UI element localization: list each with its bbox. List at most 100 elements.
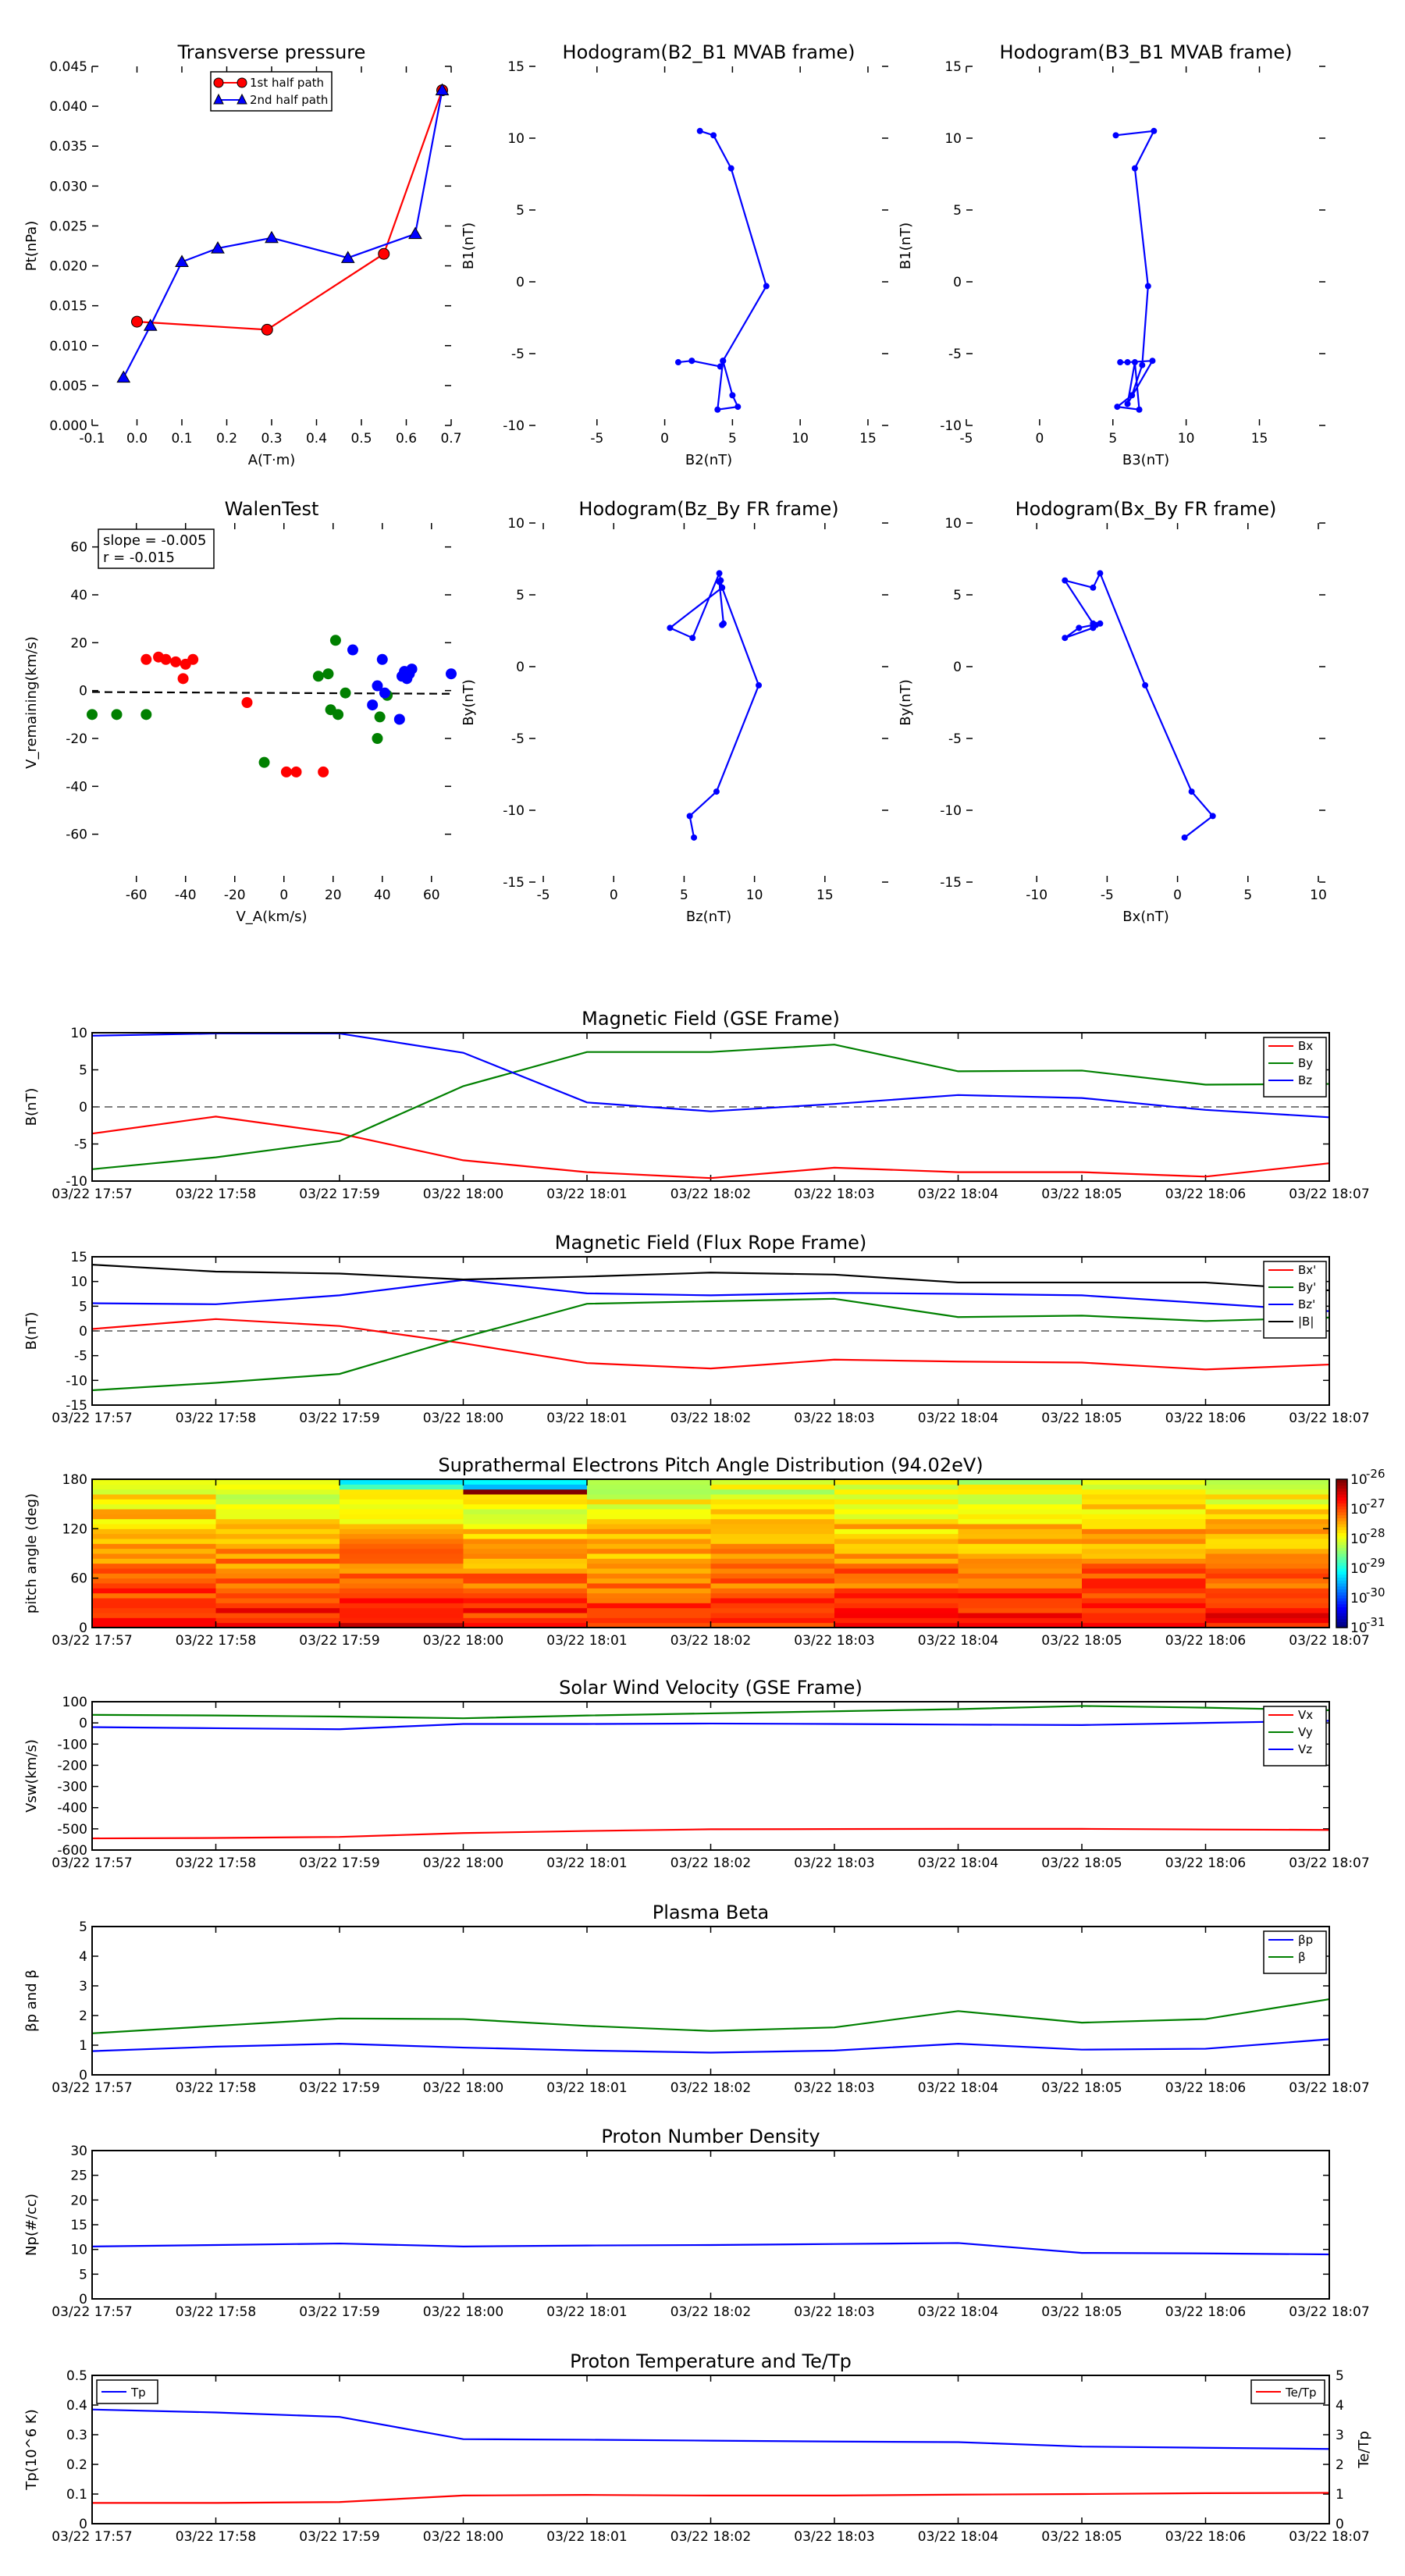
time-tick-label: 03/22 18:00 <box>423 2304 503 2320</box>
heat-cell <box>587 1489 711 1495</box>
x-tick-label: 0.5 <box>350 431 372 447</box>
time-tick-label: 03/22 18:07 <box>1289 1187 1369 1202</box>
heat-cell <box>710 1617 835 1624</box>
colorbar-cell <box>1336 1568 1347 1572</box>
heat-cell <box>710 1563 835 1569</box>
time-tick-label: 03/22 18:07 <box>1289 2080 1369 2096</box>
heat-cell <box>92 1503 216 1510</box>
time-tick-label: 03/22 18:02 <box>670 1411 751 1426</box>
legend-box <box>1263 1930 1327 1974</box>
chart-h1: -5 0 5 10 15 -10 -5 0 5 10 15 Hodogram(B2_B1 MVAB f… <box>461 41 888 468</box>
x-axis-label: Bz(nT) <box>686 909 731 925</box>
colorbar-cell <box>1336 1535 1347 1539</box>
y-tick-label: -400 <box>57 1801 87 1816</box>
time-tick-label: 03/22 17:59 <box>299 1633 379 1649</box>
series-line-Vx <box>91 1827 1330 1840</box>
series-line-By <box>91 1044 1330 1170</box>
heat-cell <box>215 1613 340 1618</box>
time-tick-label: 03/22 18:04 <box>918 2304 998 2320</box>
legend-box <box>210 71 333 112</box>
heat-cell <box>958 1558 1083 1564</box>
heat-cell <box>340 1563 464 1569</box>
heat-cell <box>340 1617 464 1624</box>
data-point <box>691 834 698 841</box>
heat-cell <box>463 1543 588 1550</box>
data-point <box>1124 400 1131 407</box>
heat-cell <box>587 1592 711 1599</box>
heat-cell <box>587 1524 711 1529</box>
heat-cell <box>340 1568 464 1574</box>
y-tick-label: -10 <box>66 1373 87 1389</box>
colorbar-tick-label: 10 <box>1350 1591 1368 1606</box>
colorbar-frame <box>1336 1478 1348 1628</box>
heat-cell <box>215 1539 340 1544</box>
data-point <box>716 578 723 585</box>
data-point <box>372 733 383 744</box>
x-axis-label: Bx(nT) <box>1122 909 1168 925</box>
time-tick-label: 03/22 17:59 <box>299 2529 379 2545</box>
heat-cell <box>958 1533 1083 1539</box>
legend-label: Te/Tp <box>1285 2386 1317 2400</box>
heat-cell <box>587 1588 711 1594</box>
y-axis-label: By(nT) <box>898 679 914 725</box>
y2-tick-label: 0 <box>1336 2517 1344 2532</box>
time-tick-label: 03/22 17:59 <box>299 1187 379 1202</box>
heat-cell <box>1082 1553 1206 1559</box>
heat-cell <box>340 1489 464 1495</box>
chart-title: Hodogram(B3_B1 MVAB frame) <box>1000 41 1293 63</box>
heat-cell <box>834 1583 959 1589</box>
heat-cell <box>215 1514 340 1520</box>
heat-cell <box>463 1617 588 1624</box>
x-tick-label: 0.3 <box>261 431 282 447</box>
y-tick-label: 10 <box>507 516 525 532</box>
heat-cell <box>92 1539 216 1544</box>
y-tick-label: 0 <box>953 660 962 675</box>
chart-np: Proton Number Density Np(#/cc) 03/22 17:57… <box>23 2126 1370 2320</box>
colorbar-cell <box>1336 1613 1347 1617</box>
heat-cell <box>958 1489 1083 1495</box>
chart-beta: Plasma Beta βp and β 03/22 17:57 03/22 17:5… <box>23 1902 1370 2096</box>
heat-cell <box>340 1598 464 1603</box>
heat-cell <box>1205 1617 1330 1624</box>
heat-cell <box>92 1484 216 1490</box>
heat-cell <box>587 1603 711 1609</box>
y-tick-label: -10 <box>66 1174 87 1190</box>
heat-cell <box>587 1518 711 1525</box>
heat-cell <box>92 1489 216 1495</box>
heat-cell <box>1082 1568 1206 1574</box>
x-tick-label: -5 <box>960 431 973 447</box>
time-tick-label: 03/22 18:00 <box>423 2080 503 2096</box>
data-point <box>727 165 735 172</box>
data-point <box>735 404 742 411</box>
x-axis-label: B3(nT) <box>1122 452 1169 468</box>
x-tick-label: 0 <box>1035 431 1044 447</box>
heat-cell <box>92 1617 216 1624</box>
y-tick-label: 20 <box>70 635 87 651</box>
heat-cell <box>710 1598 835 1603</box>
heat-cell <box>1082 1598 1206 1603</box>
plot-frame <box>91 1478 1330 1628</box>
x-tick-label: 0.6 <box>396 431 417 447</box>
time-tick-label: 03/22 18:01 <box>546 1187 627 1202</box>
time-tick-label: 03/22 18:07 <box>1289 1856 1369 1871</box>
heat-cell <box>587 1479 711 1485</box>
time-tick-label: 03/22 18:04 <box>918 2080 998 2096</box>
heat-cell <box>215 1568 340 1574</box>
data-point <box>435 83 450 96</box>
heat-cell <box>710 1499 835 1505</box>
x-tick-label: 40 <box>374 888 391 903</box>
heat-cell <box>834 1484 959 1490</box>
series-line-Bz' <box>91 1279 1330 1312</box>
heat-cell <box>463 1583 588 1589</box>
y-tick-label: 180 <box>62 1472 87 1488</box>
legend-label: Bx' <box>1298 1263 1316 1277</box>
heat-cell <box>1205 1499 1330 1505</box>
y-tick-label: 0 <box>79 1324 87 1340</box>
time-tick-label: 03/22 18:06 <box>1165 2080 1246 2096</box>
legend-marker-1 <box>213 77 224 88</box>
time-tick-label: 03/22 17:59 <box>299 2304 379 2320</box>
x-tick-label: 15 <box>1251 431 1268 447</box>
colorbar-tick-exponent: -27 <box>1366 1496 1385 1510</box>
heat-cell <box>710 1578 835 1584</box>
x-tick-label: -5 <box>1101 888 1114 903</box>
